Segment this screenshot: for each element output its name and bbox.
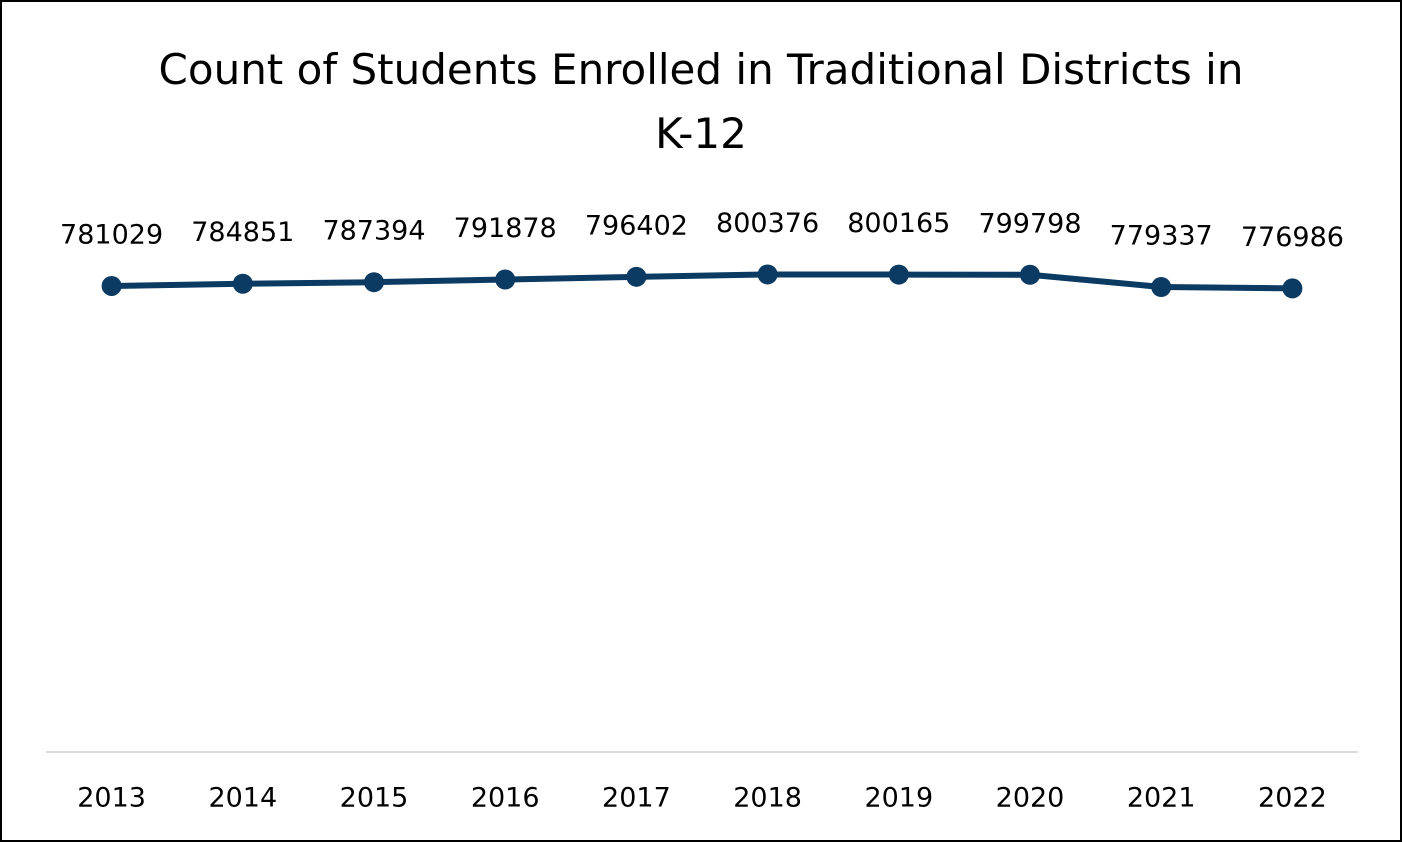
x-tick-label: 2019 <box>864 783 933 814</box>
data-point <box>364 272 384 293</box>
x-tick-label: 2018 <box>733 783 802 814</box>
data-point <box>495 269 516 290</box>
x-tick-label: 2020 <box>996 783 1065 814</box>
data-point <box>626 266 647 287</box>
data-label: 796402 <box>585 210 688 241</box>
data-label: 781029 <box>60 219 163 250</box>
x-tick-label: 2021 <box>1127 783 1196 814</box>
data-point <box>1151 276 1172 297</box>
chart-title: Count of Students Enrolled in Traditiona… <box>158 45 1244 158</box>
data-label: 799798 <box>978 208 1081 239</box>
data-label: 776986 <box>1241 222 1344 253</box>
data-line <box>111 271 1293 292</box>
x-tick-label: 2015 <box>340 783 409 814</box>
data-label: 800376 <box>716 208 819 239</box>
data-point <box>1282 278 1303 299</box>
x-tick-label: 2016 <box>471 783 540 814</box>
x-tick-label: 2013 <box>77 783 146 814</box>
data-label: 791878 <box>454 213 557 244</box>
data-point <box>101 275 122 296</box>
data-point <box>232 273 253 294</box>
data-label: 784851 <box>191 217 294 248</box>
data-label: 787394 <box>322 216 425 247</box>
x-tick-label: 2017 <box>602 783 671 814</box>
data-point <box>888 264 909 285</box>
x-tick-label: 2022 <box>1258 783 1327 814</box>
x-tick-label: 2014 <box>208 783 277 814</box>
data-point <box>1020 264 1040 285</box>
data-label: 800165 <box>847 208 950 239</box>
data-label: 779337 <box>1110 220 1213 251</box>
data-point <box>757 264 778 285</box>
